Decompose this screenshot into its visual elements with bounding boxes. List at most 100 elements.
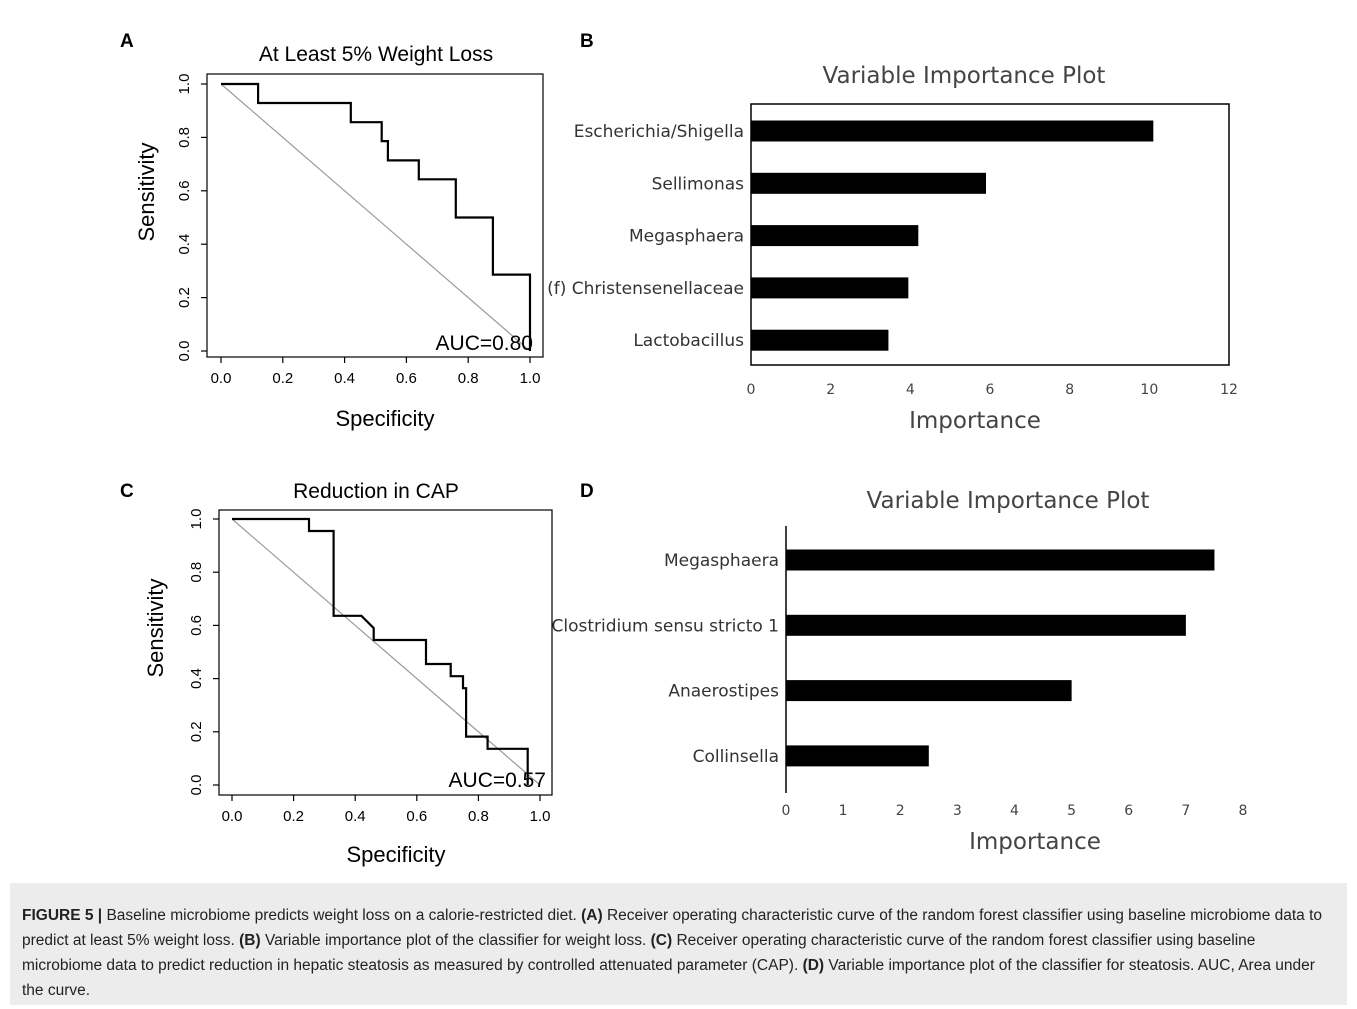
vip-d-xlabel: Importance <box>969 829 1101 855</box>
vip-d-category-label: Collinsella <box>693 747 779 767</box>
roc-a-ytick-label: 0.4 <box>176 234 193 255</box>
vip-b-bar <box>751 225 919 247</box>
roc-c-plot-frame <box>218 509 553 796</box>
vip-b-bar <box>751 277 909 299</box>
panel-b: B Variable Importance Plot Escherichia/S… <box>547 31 1238 434</box>
vip-d-xtick-label: 8 <box>1239 803 1248 819</box>
roc-a-xtick-label: 1.0 <box>520 370 541 387</box>
roc-c-roc-curve <box>232 517 529 785</box>
roc-c-marks: 1.0 0.8 0.6 0.4 0.2 0.0 0.0 0.2 0.4 0.6 0.8 1.0 <box>188 509 550 825</box>
roc-a-ylabel: Sensitivity <box>134 142 159 241</box>
roc-c-xtick-label: 0.6 <box>406 808 427 825</box>
roc-c-reference-line <box>231 518 541 786</box>
roc-c-xtick-label: 0.8 <box>468 808 489 825</box>
vip-b-xtick-label: 12 <box>1220 382 1238 398</box>
vip-d-xtick-label: 7 <box>1181 803 1190 819</box>
caption-c-label: (C) <box>650 932 673 949</box>
panel-d: D Variable Importance Plot Megasphaera Cl… <box>552 481 1248 855</box>
vip-d-xtick-label: 0 <box>782 803 791 819</box>
panel-letter-b: B <box>580 31 594 52</box>
vip-d-bar <box>786 680 1072 702</box>
roc-a-ytick-label: 1.0 <box>176 74 193 95</box>
caption-b-text: Variable importance plot of the classifi… <box>260 932 651 949</box>
vip-d-xtick-label: 5 <box>1067 803 1076 819</box>
vip-b-xtick-label: 2 <box>826 382 835 398</box>
roc-c-xtick-label: 0.4 <box>345 808 366 825</box>
roc-c-ytick-label: 0.8 <box>188 562 205 583</box>
roc-c-ytick-label: 0.2 <box>188 721 205 742</box>
roc-a-roc-curve <box>221 82 532 351</box>
roc-a-reference-line <box>220 83 531 352</box>
vip-b-bar <box>751 172 987 194</box>
vip-b-category-label: Escherichia/Shigella <box>574 122 744 142</box>
caption-d-text: Variable importance plot of the classifi… <box>22 957 1315 999</box>
vip-b-xtick-label: 6 <box>986 382 995 398</box>
vip-b-xtick-label: 4 <box>906 382 915 398</box>
vip-d-xtick-label: 6 <box>1124 803 1133 819</box>
roc-c-xtick-label: 0.0 <box>222 808 243 825</box>
roc-a-xtick-label: 0.0 <box>211 370 232 387</box>
roc-a-plot-frame <box>206 73 544 358</box>
panel-letter-a: A <box>120 31 134 52</box>
roc-c-auc: AUC=0.57 <box>449 769 546 792</box>
roc-c-xlabel: Specificity <box>346 842 445 867</box>
vip-b-xtick-label: 0 <box>747 382 756 398</box>
roc-a-title: At Least 5% Weight Loss <box>259 43 493 66</box>
vip-d-bar <box>786 549 1215 571</box>
roc-a-ytick-label: 0.0 <box>176 341 193 362</box>
vip-b-category-label: (f) Christensenellaceae <box>547 279 744 299</box>
vip-b-category-label: Lactobacillus <box>633 331 744 351</box>
vip-d-title: Variable Importance Plot <box>867 488 1150 514</box>
roc-c-xtick-label: 1.0 <box>530 808 551 825</box>
vip-d-bar <box>786 614 1186 636</box>
roc-a-xtick-label: 0.4 <box>334 370 355 387</box>
vip-d-category-label: Megasphaera <box>664 551 779 571</box>
vip-d-xtick-label: 1 <box>839 803 848 819</box>
caption-b-label: (B) <box>239 932 261 949</box>
roc-a-auc: AUC=0.80 <box>436 332 533 355</box>
panel-letter-d: D <box>580 481 594 502</box>
caption-lead: FIGURE 5 | <box>22 907 103 924</box>
panel-c: C Reduction in CAP 1.0 0.8 0.6 0.4 0.2 0.0 0.0… <box>120 480 553 867</box>
vip-b-category-label: Sellimonas <box>652 174 745 194</box>
vip-b-category-label: Megasphaera <box>629 227 744 247</box>
panel-a: A At Least 5% Weight Loss 1.0 0.8 0.6 0.4 0.… <box>120 31 544 431</box>
roc-a-xtick-label: 0.6 <box>396 370 417 387</box>
caption-c-text: Receiver operating characteristic curve … <box>22 932 1256 974</box>
panel-letter-c: C <box>120 481 134 502</box>
roc-c-ytick-label: 1.0 <box>188 509 205 530</box>
caption-a-text: Receiver operating characteristic curve … <box>22 907 1323 949</box>
figure-caption: FIGURE 5 | Baseline microbiome predicts … <box>10 883 1347 1005</box>
vip-d-marks: Megasphaera Clostridium sensu stricto 1 An… <box>552 526 1248 819</box>
roc-c-ytick-label: 0.6 <box>188 615 205 636</box>
vip-d-category-label: Anaerostipes <box>668 682 779 702</box>
caption-d-label: (D) <box>802 957 825 974</box>
roc-a-xtick-label: 0.2 <box>272 370 293 387</box>
vip-d-xtick-label: 2 <box>896 803 905 819</box>
roc-c-ytick-label: 0.4 <box>188 668 205 689</box>
figure-canvas: A At Least 5% Weight Loss 1.0 0.8 0.6 0.4 0.… <box>120 31 1248 867</box>
roc-c-title: Reduction in CAP <box>293 480 459 503</box>
vip-d-xtick-label: 4 <box>1010 803 1019 819</box>
vip-d-category-label: Clostridium sensu stricto 1 <box>552 616 779 636</box>
vip-d-xtick-label: 3 <box>953 803 962 819</box>
roc-a-xtick-label: 0.8 <box>458 370 479 387</box>
caption-intro: Baseline microbiome predicts weight loss… <box>102 907 582 924</box>
vip-b-bar <box>751 120 1154 142</box>
vip-b-xtick-label: 8 <box>1065 382 1074 398</box>
vip-b-marks: Escherichia/Shigella Sellimonas Megasphaer… <box>547 120 1238 398</box>
roc-c-ylabel: Sensitivity <box>143 578 168 677</box>
roc-a-ytick-label: 0.8 <box>176 127 193 148</box>
vip-b-xlabel: Importance <box>909 408 1041 434</box>
caption-a-label: (A) <box>581 907 603 924</box>
vip-b-title: Variable Importance Plot <box>823 63 1106 89</box>
roc-c-ytick-label: 0.0 <box>188 775 205 796</box>
vip-d-bar <box>786 745 929 767</box>
roc-c-xtick-label: 0.2 <box>283 808 304 825</box>
figure: A At Least 5% Weight Loss 1.0 0.8 0.6 0.4 0.… <box>120 31 1248 867</box>
roc-a-ytick-label: 0.2 <box>176 287 193 308</box>
vip-b-bar <box>751 329 889 351</box>
roc-a-marks: 1.0 0.8 0.6 0.4 0.2 0.0 0.0 0.2 0.4 0.6 0.8 1.0 <box>176 74 540 387</box>
vip-b-xtick-label: 10 <box>1140 382 1158 398</box>
roc-a-ytick-label: 0.6 <box>176 180 193 201</box>
